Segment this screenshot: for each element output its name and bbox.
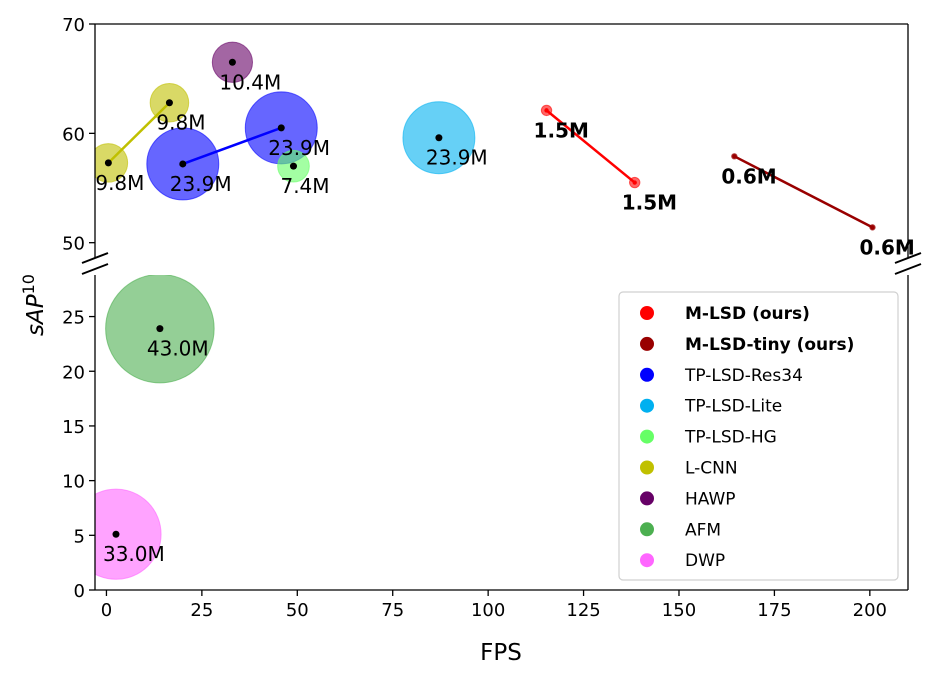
legend-marker bbox=[640, 460, 654, 475]
x-tick-label: 0 bbox=[101, 600, 112, 621]
y-tick-label-top: 60 bbox=[62, 124, 85, 145]
data-point bbox=[277, 124, 285, 132]
y-tick-label-top: 70 bbox=[62, 15, 85, 36]
legend-marker bbox=[640, 491, 654, 506]
x-tick-label: 50 bbox=[286, 600, 309, 621]
data-point bbox=[732, 154, 737, 159]
chart-marks: 1.5M 1.5M 0.6M 0.6M 23.9M 23.9M 23.9M 7.4M 9.8M 9… bbox=[95, 41, 915, 580]
legend-entry: TP-LSD-Res34 bbox=[684, 366, 803, 386]
axis-break-mark bbox=[81, 263, 109, 275]
x-tick-label: 175 bbox=[757, 600, 791, 621]
legend-marker bbox=[640, 398, 654, 413]
point-label: 23.9M bbox=[426, 146, 488, 170]
legend-entry: HAWP bbox=[685, 489, 736, 509]
y-axis-label-sup: 10 bbox=[19, 274, 38, 294]
axis-break-mark bbox=[81, 252, 109, 264]
point-label: 23.9M bbox=[268, 136, 330, 160]
axis-break-mark bbox=[894, 252, 922, 264]
point-label: 23.9M bbox=[170, 172, 232, 196]
legend-marker bbox=[640, 522, 654, 537]
bottom-panel-marks bbox=[95, 275, 215, 580]
point-label: 1.5M bbox=[622, 191, 677, 215]
series-line-tp-lsd-res34 bbox=[182, 126, 282, 166]
legend: M-LSD (ours) M-LSD-tiny (ours) TP-LSD-Res3… bbox=[618, 291, 899, 581]
legend-entry: L-CNN bbox=[685, 459, 738, 479]
legend-entry: AFM bbox=[685, 520, 721, 540]
data-point bbox=[104, 159, 112, 167]
legend-entry: TP-LSD-HG bbox=[684, 428, 777, 448]
y-tick-label-bottom: 15 bbox=[62, 417, 85, 438]
chart-axes: 0 25 50 75 100 125 150 175 200 50 60 70 0 5 10 15 20 25 bbox=[62, 15, 922, 621]
data-point bbox=[112, 530, 120, 538]
y-tick-label-bottom: 0 bbox=[74, 581, 85, 602]
data-point bbox=[870, 225, 875, 230]
data-point bbox=[179, 160, 187, 168]
legend-frame bbox=[618, 291, 899, 581]
y-tick-label-bottom: 20 bbox=[62, 362, 85, 383]
y-tick-label-bottom: 25 bbox=[62, 308, 85, 329]
x-tick-label: 200 bbox=[853, 600, 887, 621]
series-line-m-lsd-ours- bbox=[545, 109, 636, 184]
x-tick-label: 25 bbox=[190, 600, 213, 621]
point-label: 9.8M bbox=[95, 171, 144, 195]
x-tick-label: 100 bbox=[471, 600, 505, 621]
data-point bbox=[156, 325, 164, 333]
data-point bbox=[228, 58, 236, 66]
data-point bbox=[289, 162, 297, 170]
point-label: 10.4M bbox=[219, 70, 281, 94]
legend-marker bbox=[640, 306, 654, 320]
legend-entry: M-LSD-tiny (ours) bbox=[685, 335, 854, 355]
y-tick-label-bottom: 10 bbox=[62, 472, 85, 493]
series-line-l-cnn bbox=[107, 101, 171, 164]
top-panel-marks bbox=[95, 41, 876, 231]
legend-marker bbox=[640, 336, 654, 351]
data-point bbox=[544, 108, 549, 113]
point-label: 0.6M bbox=[721, 164, 776, 188]
series-line-m-lsd-tiny-ours- bbox=[733, 155, 874, 229]
data-point bbox=[632, 180, 637, 185]
data-point bbox=[165, 99, 173, 107]
x-tick-label: 75 bbox=[381, 600, 404, 621]
legend-entry: DWP bbox=[685, 551, 725, 571]
point-label: 43.0M bbox=[147, 337, 209, 361]
y-axis-label-main: sAP bbox=[23, 294, 49, 336]
point-label: 33.0M bbox=[103, 542, 165, 566]
point-label: 0.6M bbox=[860, 235, 915, 259]
legend-marker bbox=[640, 429, 654, 444]
point-label: 9.8M bbox=[156, 111, 205, 135]
x-tick-label: 150 bbox=[662, 600, 696, 621]
y-tick-label-bottom: 5 bbox=[74, 526, 85, 547]
legend-entry: M-LSD (ours) bbox=[685, 304, 810, 324]
y-tick-label-top: 50 bbox=[62, 234, 85, 255]
bubble-dwp bbox=[95, 488, 162, 580]
legend-entry: TP-LSD-Lite bbox=[684, 397, 782, 417]
x-tick-label: 125 bbox=[566, 600, 600, 621]
y-axis-label-group: sAP10 bbox=[19, 274, 49, 336]
point-label: 7.4M bbox=[280, 174, 329, 198]
legend-marker bbox=[640, 553, 654, 568]
point-label: 1.5M bbox=[534, 118, 589, 142]
data-point bbox=[435, 134, 443, 142]
axis-break-mark bbox=[894, 263, 922, 275]
y-axis-label: sAP10 bbox=[19, 274, 49, 336]
x-axis-label: FPS bbox=[480, 640, 522, 666]
legend-marker bbox=[640, 367, 654, 382]
